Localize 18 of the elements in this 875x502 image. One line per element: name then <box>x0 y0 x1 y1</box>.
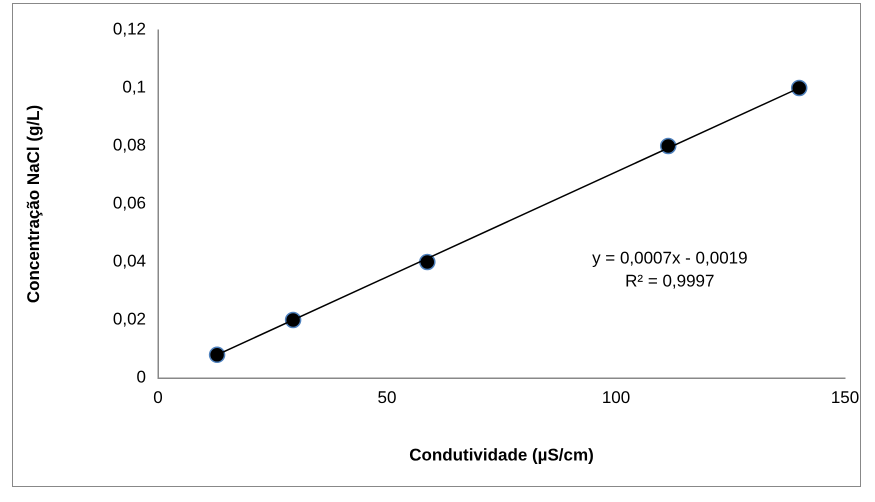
point <box>790 80 808 96</box>
y-tick-label: 0,1 <box>122 78 146 97</box>
y-tick-label: 0,04 <box>112 252 146 271</box>
annotation: R² = 0,9997 <box>625 271 714 290</box>
x-tick-label: 150 <box>830 388 860 407</box>
x-tick-label: 50 <box>378 388 396 407</box>
y-tick-label: 0,08 <box>112 136 146 155</box>
point <box>208 346 226 364</box>
y-tick-label: 0,02 <box>112 310 146 329</box>
point <box>419 254 436 270</box>
x-tick-label: 100 <box>602 388 630 407</box>
annotation: y = 0,0007x - 0,0019 <box>592 248 748 268</box>
y-tick-label: 0,06 <box>112 194 146 213</box>
y-axis-title: Concentração NaCl (g/L) <box>24 104 43 304</box>
y-tick-label: 0,12 <box>112 20 146 39</box>
x-axis-title: Condutividade (µS/cm) <box>409 445 594 464</box>
x-tick-label: 0 <box>153 388 163 407</box>
y-tick-label: 0 <box>136 368 146 387</box>
